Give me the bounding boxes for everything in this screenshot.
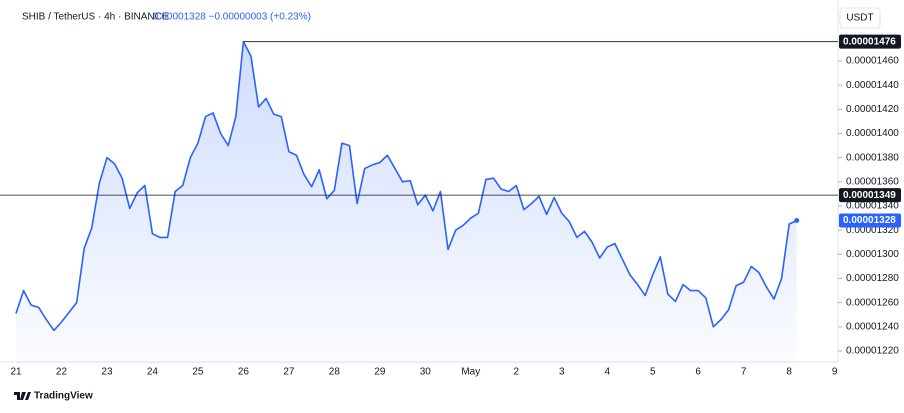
y-tick-label: 0.00001340 xyxy=(846,201,899,212)
x-tick-label: 30 xyxy=(420,367,432,378)
quote: 0.00001328 −0.00000003 (+0.23%) xyxy=(153,12,311,23)
x-tick-label: 26 xyxy=(238,367,250,378)
x-tick-label: 22 xyxy=(56,367,68,378)
high-price-label-bg xyxy=(839,34,901,49)
y-tick-label: 0.00001380 xyxy=(846,152,899,163)
x-tick-label: 5 xyxy=(650,367,656,378)
y-tick-label: 0.00001360 xyxy=(846,176,899,187)
x-tick-label: 3 xyxy=(559,367,565,378)
y-tick-label: 0.00001400 xyxy=(846,128,899,139)
x-tick-label: 27 xyxy=(283,367,295,378)
currency-box[interactable] xyxy=(839,7,881,29)
line-price-label: 0.00001349 xyxy=(843,190,896,201)
x-tick-label: 21 xyxy=(10,367,22,378)
x-tick-label: 7 xyxy=(741,367,747,378)
high-price-label: 0.00001476 xyxy=(843,36,896,47)
y-tick-label: 0.00001460 xyxy=(846,56,899,67)
y-tick-label: 0.00001280 xyxy=(846,273,899,284)
x-tick-label: 23 xyxy=(101,367,113,378)
y-tick-label: 0.00001260 xyxy=(846,297,899,308)
x-tick-label: 2 xyxy=(513,367,519,378)
last-price-label: 0.00001328 xyxy=(843,215,896,226)
y-tick-label: 0.00001220 xyxy=(846,346,899,357)
x-tick-label: 25 xyxy=(192,367,204,378)
y-tick-label: 0.00001320 xyxy=(846,225,899,236)
area xyxy=(16,41,797,364)
currency[interactable]: USDT xyxy=(846,13,873,24)
last-point xyxy=(794,218,800,224)
logo xyxy=(14,392,31,400)
symbol-title: SHIB / TetherUS · 4h · BINANCE xyxy=(22,12,169,23)
y-tick-label: 0.00001440 xyxy=(846,80,899,91)
x-tick-label: 9 xyxy=(832,367,838,378)
y-tick-label: 0.00001420 xyxy=(846,104,899,115)
x-tick-label: 6 xyxy=(695,367,701,378)
x-tick-label: 4 xyxy=(604,367,610,378)
line xyxy=(15,40,798,332)
x-tick-label: May xyxy=(461,367,480,378)
x-tick-label: 28 xyxy=(329,367,341,378)
y-tick-label: 0.00001300 xyxy=(846,249,899,260)
last-price-label-bg xyxy=(839,213,901,228)
line-price-label-bg xyxy=(839,188,901,203)
y-tick-label: 0.00001240 xyxy=(846,321,899,332)
x-tick-label: 24 xyxy=(147,367,159,378)
x-tick-label: 8 xyxy=(786,367,792,378)
brand: TradingView xyxy=(34,391,93,402)
x-tick-label: 29 xyxy=(374,367,386,378)
